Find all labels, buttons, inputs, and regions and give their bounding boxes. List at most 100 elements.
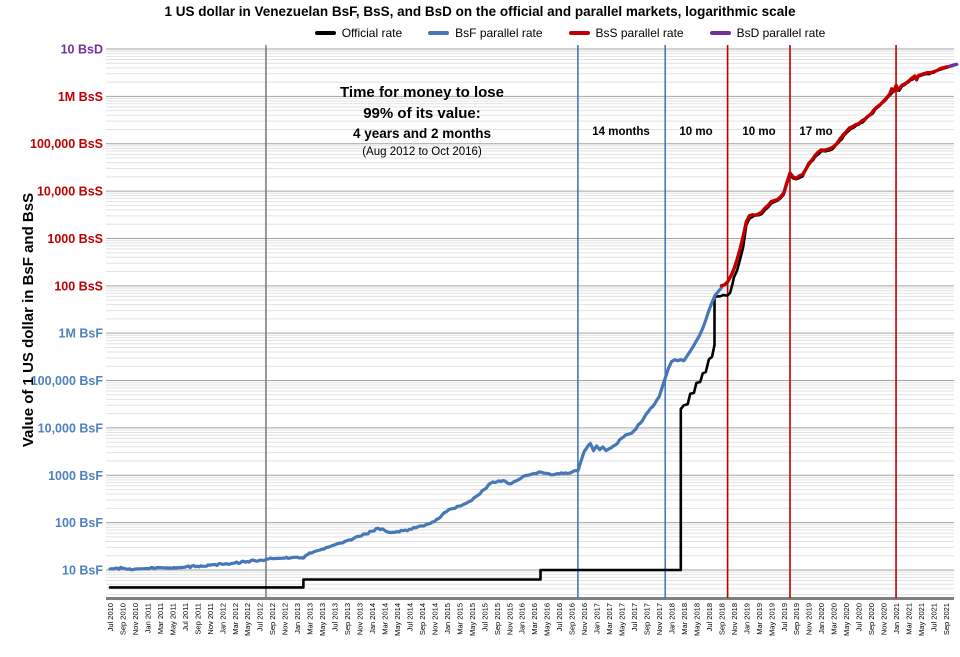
x-axis-label: May 2020 — [842, 603, 851, 636]
x-axis-label: May 2021 — [917, 603, 926, 636]
bsf-parallel-rate-line — [108, 286, 723, 572]
y-axis-label: 10 BsD — [61, 42, 103, 56]
y-axis-label: 1000 BsS — [47, 232, 103, 246]
interval-label: 10 mo — [742, 126, 776, 138]
x-axis-label: Jan 2016 — [518, 603, 527, 634]
legend: Official rate BsF parallel rate BsS parall… — [180, 26, 960, 40]
x-axis-label: May 2016 — [543, 603, 552, 636]
x-axis-label: Jan 2012 — [218, 603, 227, 634]
legend-swatch-icon — [428, 31, 450, 35]
x-axis-label: Jan 2019 — [742, 603, 751, 634]
y-axis-label: 10,000 BsS — [37, 185, 103, 199]
x-axis-label: May 2019 — [767, 603, 776, 636]
y-axis-label: 100 BsS — [54, 279, 103, 293]
interval-label: 17 mo — [799, 126, 833, 138]
y-axis-title: Value of 1 US dollar in BsF and BsS — [20, 192, 37, 448]
x-axis-label: Sep 2018 — [717, 603, 726, 635]
y-axis-label: 100,000 BsS — [30, 137, 103, 151]
x-axis-label: Jan 2013 — [293, 603, 302, 634]
x-axis-label: Jul 2011 — [181, 603, 190, 631]
y-axis-label: 100 BsF — [55, 516, 103, 530]
x-axis-label: Mar 2015 — [455, 603, 464, 635]
x-axis-label: Jul 2013 — [331, 603, 340, 631]
x-axis-label: Mar 2016 — [530, 603, 539, 635]
x-axis-label: Sep 2020 — [867, 603, 876, 635]
x-axis-label: Jan 2011 — [143, 603, 152, 633]
x-axis-label: Mar 2012 — [231, 603, 240, 635]
bsd-parallel-rate-line — [948, 62, 959, 68]
time-note-line3: 4 years and 2 months — [352, 126, 492, 141]
x-axis-label: Jul 2012 — [256, 603, 265, 631]
legend-item-bsd-parallel-rate: BsD parallel rate — [709, 26, 826, 40]
legend-swatch-icon — [568, 31, 590, 35]
x-axis-label: Mar 2014 — [380, 603, 389, 635]
x-axis-label: Sep 2013 — [343, 603, 352, 635]
x-axis-label: Mar 2019 — [755, 603, 764, 635]
legend-item-label: BsS parallel rate — [595, 26, 684, 40]
x-axis-label: Jul 2020 — [855, 603, 864, 631]
interval-label: 14 months — [592, 126, 650, 138]
legend-item-label: Official rate — [341, 26, 403, 40]
x-axis-label: May 2013 — [318, 603, 327, 636]
time-note-annotation: Time for money to lose 99% of its value:… — [297, 82, 547, 161]
x-axis-label: May 2014 — [393, 603, 402, 636]
x-axis-label: Nov 2017 — [655, 603, 664, 635]
x-axis-label: Mar 2018 — [680, 603, 689, 635]
x-axis-label: Mar 2011 — [156, 603, 165, 634]
x-axis-label: Nov 2010 — [131, 603, 140, 635]
x-axis-label: Nov 2016 — [580, 603, 589, 635]
legend-item-official-rate: Official rate — [314, 26, 403, 40]
x-axis-label: Nov 2019 — [805, 603, 814, 635]
x-axis-label: Sep 2015 — [493, 603, 502, 635]
x-axis-label: May 2011 — [168, 603, 177, 635]
x-axis-label: May 2015 — [468, 603, 477, 636]
x-axis-label: May 2012 — [243, 603, 252, 636]
y-axis-label: 10,000 BsF — [38, 421, 104, 435]
x-axis-label: Mar 2017 — [605, 603, 614, 635]
x-axis-label: Sep 2012 — [268, 603, 277, 635]
x-axis-label: Mar 2013 — [306, 603, 315, 635]
x-axis-label: Sep 2021 — [942, 603, 951, 635]
x-axis-label: Jan 2014 — [368, 603, 377, 634]
legend-item-label: BsF parallel rate — [455, 26, 543, 40]
legend-item-label: BsD parallel rate — [736, 26, 826, 40]
x-axis-label: Sep 2014 — [418, 603, 427, 635]
time-note-line2: 99% of its value: — [363, 105, 481, 122]
x-axis-label: May 2018 — [692, 603, 701, 636]
x-axis-label: Jul 2016 — [555, 603, 564, 631]
x-axis-label: Sep 2019 — [792, 603, 801, 635]
x-axis-label: Jul 2010 — [106, 603, 115, 631]
x-axis-label: Jan 2018 — [667, 603, 676, 634]
x-axis-label: Jul 2018 — [705, 603, 714, 631]
x-axis-label: Nov 2015 — [505, 603, 514, 635]
legend-swatch-icon — [314, 31, 336, 35]
interval-label: 10 mo — [679, 126, 713, 138]
x-axis-label: Jan 2017 — [593, 603, 602, 634]
legend-item-bss-parallel-rate: BsS parallel rate — [568, 26, 684, 40]
time-note-line4: (Aug 2012 to Oct 2016) — [362, 146, 482, 158]
legend-swatch-icon — [709, 31, 731, 35]
bss-parallel-rate-line — [719, 63, 954, 288]
x-axis-label: Mar 2020 — [830, 603, 839, 635]
y-axis-label: 10 BsF — [62, 564, 103, 578]
x-axis-label: Jan 2021 — [892, 603, 901, 634]
x-axis-label: Nov 2020 — [880, 603, 889, 635]
x-axis-label: Nov 2011 — [206, 603, 215, 635]
x-axis-label: Jul 2015 — [480, 603, 489, 631]
x-axis-label: May 2017 — [618, 603, 627, 636]
x-axis-label: Nov 2014 — [430, 603, 439, 635]
x-axis-label: Sep 2011 — [193, 603, 202, 635]
x-axis-label: Mar 2021 — [905, 603, 914, 635]
x-axis-label: Nov 2018 — [730, 603, 739, 635]
y-axis-label: 1M BsS — [58, 90, 103, 104]
legend-item-bsf-parallel-rate: BsF parallel rate — [428, 26, 543, 40]
x-axis-label: Jul 2021 — [929, 603, 938, 631]
chart-title: 1 US dollar in Venezuelan BsF, BsS, and … — [164, 4, 796, 19]
y-axis-label: 100,000 BsF — [31, 374, 104, 388]
x-axis-label: Jul 2014 — [405, 603, 414, 631]
x-axis-label: Sep 2017 — [643, 603, 652, 635]
x-axis-label: Jan 2020 — [817, 603, 826, 634]
time-note-line1: Time for money to lose — [340, 84, 504, 101]
